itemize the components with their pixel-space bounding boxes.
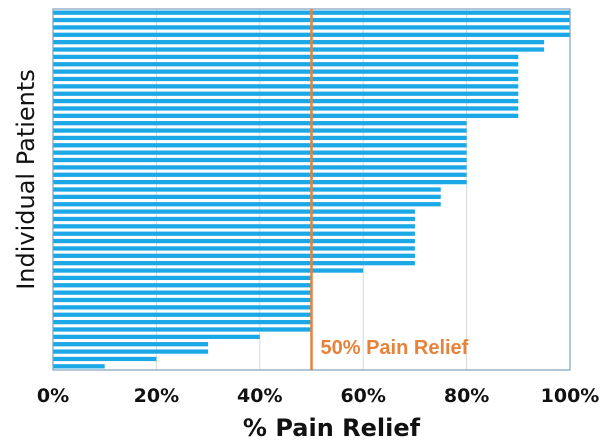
bar [53,121,467,126]
bar [53,40,545,45]
x-tick-label: 60% [340,385,385,407]
bar [53,342,209,347]
bar [53,246,415,251]
x-tick-label: 80% [444,385,489,407]
bar [53,135,467,141]
bar [53,91,519,96]
bar [53,157,467,163]
y-axis-title: Individual Patients [12,69,40,290]
x-tick-label: 40% [237,385,282,407]
bar [53,349,209,354]
bar [53,356,157,362]
bar [53,312,312,317]
x-tick-label: 0% [37,385,69,407]
bar [53,209,415,214]
bar [53,319,312,325]
bar [53,98,519,104]
bar [53,150,467,155]
bar [53,253,415,258]
bar [53,334,260,339]
bar [53,84,519,89]
bar [53,275,312,281]
bar [53,47,545,52]
bar [53,202,441,207]
bar [53,62,519,67]
bar [53,364,105,369]
bar [53,216,415,222]
bar [53,172,467,177]
x-tick-label: 100% [541,385,600,407]
bar [53,327,312,332]
bar [53,76,519,82]
x-tick-label: 20% [134,385,179,407]
bar [53,179,467,185]
bar [53,143,467,148]
bar [53,187,441,192]
bar [53,194,441,200]
bar [53,224,415,229]
reference-line-label: 50% Pain Relief [321,337,469,359]
bar [53,69,519,74]
x-axis-title: % Pain Relief [243,414,421,442]
bar [53,261,415,266]
bar [53,231,415,236]
bar [53,54,519,60]
bar [53,283,312,288]
bar [53,113,519,118]
bar [53,106,519,111]
bar [53,268,364,273]
x-tick-labels: 0% 20% 40% 60% 80% 100% [37,385,599,407]
bar [53,305,312,310]
bar [53,297,312,303]
bar [53,165,467,170]
bar [53,128,467,133]
bar [53,290,312,295]
bar [53,238,415,244]
